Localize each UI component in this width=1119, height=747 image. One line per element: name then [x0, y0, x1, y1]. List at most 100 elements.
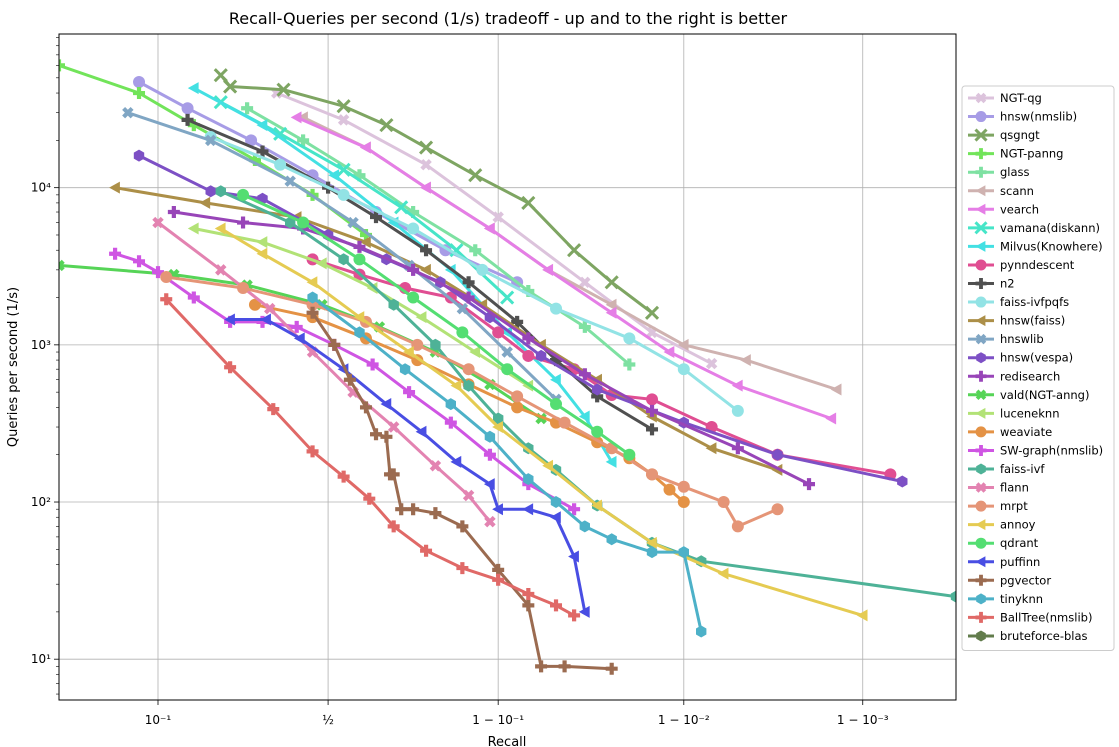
data-point-balltree-nmslib	[568, 609, 581, 622]
legend-entry-faiss-ivfpqfs: faiss-ivfpqfs	[968, 295, 1069, 309]
legend-label: NGT-panng	[1000, 147, 1063, 161]
data-point-n2	[511, 315, 524, 328]
legend-swatch-marker	[975, 148, 987, 160]
data-point-annoy	[403, 346, 414, 359]
marker-shape	[284, 175, 296, 187]
data-point-sw-graph-nmslib	[444, 416, 457, 429]
marker-shape	[264, 302, 276, 315]
data-point-pgvector	[492, 563, 505, 576]
legend-entry-hnsw-nmslib: hnsw(nmslib)	[968, 110, 1077, 124]
legend-swatch-marker	[975, 426, 987, 438]
data-point-faiss-ivfpqfs	[476, 263, 489, 276]
legend-entry-hnsw-faiss: hnsw(faiss)	[968, 314, 1065, 328]
data-point-scann	[605, 298, 617, 311]
data-point-pgvector	[343, 373, 356, 386]
data-point-ngt-qg	[337, 114, 350, 126]
legend-label: faiss-ivf	[1000, 462, 1045, 476]
data-point-weaviate	[511, 401, 524, 414]
legend-entry-pgvector: pgvector	[968, 573, 1051, 587]
data-point-faiss-ivfpqfs	[407, 222, 420, 235]
data-point-mrpt	[677, 480, 690, 493]
legend-label: faiss-ivfpqfs	[1000, 295, 1069, 309]
data-point-mrpt	[558, 416, 571, 429]
data-point-qdrant	[501, 363, 514, 376]
data-point-luceneknn	[315, 257, 327, 270]
marker-stroke	[213, 68, 228, 83]
series-hnswlib	[122, 106, 562, 406]
legend-label: annoy	[1000, 518, 1036, 532]
data-point-mrpt	[731, 520, 744, 533]
data-point-pynndescent	[646, 393, 659, 406]
marker-stroke	[336, 162, 351, 177]
marker-stroke	[500, 290, 515, 305]
data-point-mrpt	[771, 503, 784, 516]
data-point-redisearch	[407, 263, 420, 276]
data-point-annoy	[214, 222, 226, 235]
data-point-scann	[830, 383, 842, 396]
legend-entry-ngt-qg: NGT-qg	[968, 91, 1042, 105]
data-point-luceneknn	[187, 222, 199, 235]
marker-shape	[492, 211, 504, 223]
legend-label: glass	[1000, 165, 1030, 179]
data-point-faiss-ivf	[285, 216, 296, 229]
marker-shape	[501, 346, 513, 358]
series-flann	[152, 216, 496, 528]
data-point-sw-graph-nmslib	[133, 255, 146, 268]
data-point-milvus-knowhere	[328, 169, 340, 182]
data-point-glass	[407, 206, 420, 219]
data-point-pgvector	[558, 660, 571, 673]
data-point-puffinn	[550, 511, 561, 524]
data-point-pgvector	[380, 430, 393, 443]
data-point-hnsw-faiss	[705, 442, 717, 455]
marker-shape	[456, 302, 469, 315]
legend-swatch-marker	[975, 556, 986, 568]
marker-stroke	[604, 275, 619, 290]
data-point-flann	[264, 302, 276, 315]
legend-label: vearch	[1000, 202, 1039, 216]
data-point-qdrant	[456, 326, 469, 339]
legend-entry-n2: n2	[968, 277, 1015, 291]
data-point-vamana-diskann	[273, 126, 288, 141]
data-point-qdrant	[353, 253, 366, 266]
data-point-sw-graph-nmslib	[109, 247, 122, 260]
data-point-qsgngt	[419, 140, 434, 155]
data-point-redisearch	[522, 332, 535, 345]
data-point-glass	[578, 320, 591, 333]
marker-shape	[975, 389, 987, 401]
data-point-hnswlib	[501, 346, 513, 358]
y-tick-label: 10¹	[31, 652, 51, 666]
data-point-n2	[256, 145, 269, 158]
data-point-annoy	[492, 421, 503, 434]
data-point-balltree-nmslib	[306, 445, 319, 458]
series-line-hnsw-vespa	[137, 154, 904, 483]
legend-label: hnsw(faiss)	[1000, 314, 1065, 328]
data-point-ngt-panng	[59, 59, 65, 72]
legend-label: luceneknn	[1000, 406, 1059, 420]
legend-entry-qdrant: qdrant	[968, 536, 1039, 550]
data-point-vamana-diskann	[449, 243, 464, 258]
data-point-tinyknn	[678, 546, 689, 559]
data-point-ngt-qg	[492, 211, 504, 223]
data-point-tinyknn	[606, 533, 617, 546]
series-glass	[241, 102, 636, 371]
data-point-faiss-ivfpqfs	[731, 404, 744, 417]
data-point-tinyknn	[646, 546, 658, 559]
data-point-redisearch	[353, 240, 366, 253]
data-point-glass	[353, 169, 366, 182]
marker-shape	[579, 276, 591, 289]
data-point-hnswlib	[347, 216, 359, 229]
data-point-scann	[677, 338, 689, 351]
data-point-pgvector	[535, 660, 548, 673]
data-point-flann	[484, 515, 496, 528]
data-point-ngt-panng	[359, 228, 372, 241]
data-point-faiss-ivf	[388, 298, 399, 311]
data-point-qsgngt	[276, 82, 291, 97]
legend-entry-qsgngt: qsgngt	[968, 128, 1040, 142]
data-point-hnsw-nmslib	[181, 102, 194, 115]
data-point-redisearch	[646, 404, 659, 417]
legend-label: flann	[1000, 481, 1029, 495]
data-point-redisearch	[578, 368, 591, 381]
legend-entry-mrpt: mrpt	[968, 499, 1028, 513]
legend-label: mrpt	[1000, 499, 1028, 513]
data-point-hnswlib	[456, 302, 469, 315]
